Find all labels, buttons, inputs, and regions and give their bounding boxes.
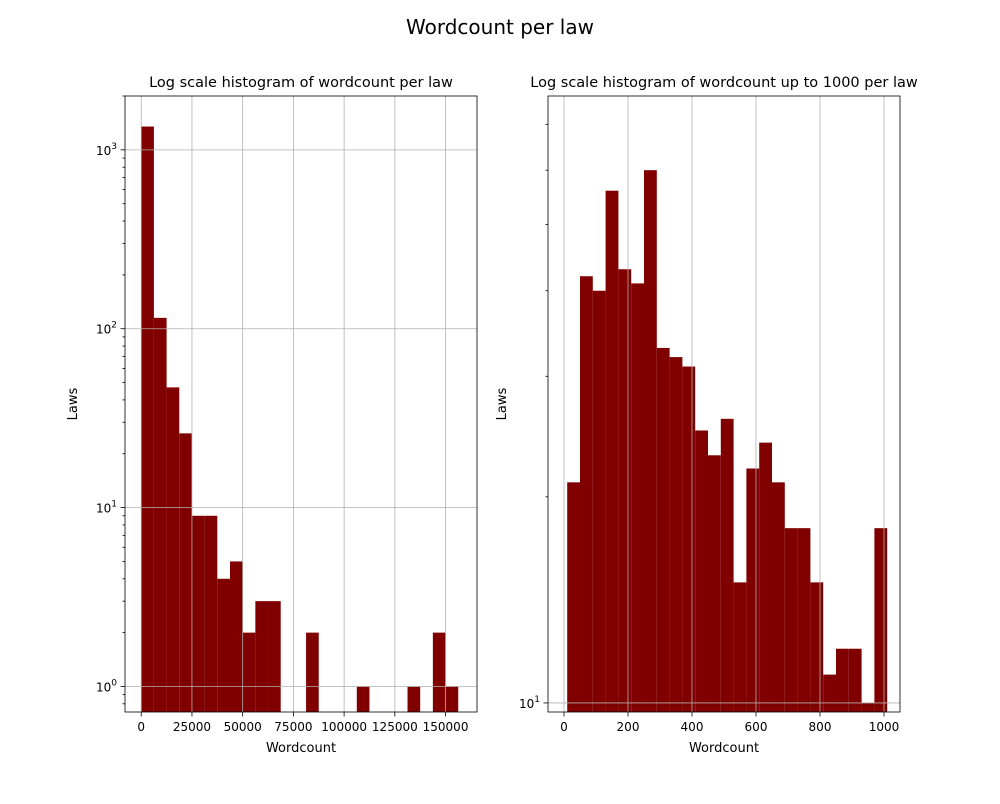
histogram-bar [592,290,606,712]
subplot-title: Log scale histogram of wordcount per law [149,75,453,91]
y-tick-label: 101 [96,500,117,516]
y-tick-label: 102 [96,321,117,337]
x-tick-label: 400 [681,720,704,734]
x-tick-label: 0 [560,720,568,734]
axes-frame [547,95,901,713]
histogram-bar [746,468,760,712]
histogram-bar [823,674,836,712]
histogram-bar [797,528,811,712]
histogram-bar [695,430,708,712]
histogram-bar [153,317,167,712]
x-tick-label: 1000 [869,720,900,734]
histogram-bar [874,528,888,712]
histogram-bar [306,632,319,712]
histogram-bar [407,686,421,712]
histogram-bar [179,433,192,712]
histogram-bar [631,283,644,712]
x-tick-label: 200 [617,720,640,734]
x-tick-label: 75000 [274,720,312,734]
x-tick-label: 0 [137,720,145,734]
axes-frame [124,95,478,713]
histogram-bar [810,582,824,712]
histogram-bar [567,482,580,712]
x-tick-label: 25000 [173,720,211,734]
x-axis-label: Wordcount [689,741,759,756]
histogram-bar [141,126,154,713]
x-tick-label: 150000 [423,720,469,734]
histogram-bar [836,648,849,712]
x-tick-label: 125000 [372,720,418,734]
histogram-bar [255,601,269,712]
histogram-bar [432,632,446,712]
histogram-bar [191,515,205,712]
histogram-bar [242,632,256,712]
histogram-bar [605,190,619,713]
histogram-bar [445,686,459,712]
histogram-bar [708,455,721,712]
figure-title: Wordcount per law [406,15,594,39]
y-tick-label: 103 [96,142,117,158]
subplot-title: Log scale histogram of wordcount up to 1… [530,75,918,91]
histogram-bar [268,601,281,712]
histogram-bar [682,366,696,712]
histogram-bar [848,648,862,712]
x-tick-label: 800 [809,720,832,734]
x-axis-label: Wordcount [266,741,336,756]
x-tick-label: 50000 [224,720,262,734]
x-tick-label: 600 [745,720,768,734]
y-axis-label: Laws [495,387,510,420]
x-tick-label: 100000 [321,720,367,734]
y-axis-label: Laws [66,387,81,420]
histogram-bar [166,387,180,712]
histogram-bar [580,276,593,712]
histogram-bar [669,357,683,712]
histogram-bar [217,578,230,712]
histogram-bar [759,442,772,712]
y-tick-label: 100 [96,678,117,694]
left-histogram: 0 25000 50000 75000 100000 125000 150000 100 101… [66,75,478,756]
histogram-bar [356,686,370,712]
histogram-bar [644,170,657,712]
histogram-bar [733,582,747,712]
right-histogram: 0 200 400 600 800 1000 101 Log scale histogram … [495,75,918,756]
histogram-bar [784,528,798,712]
histogram-bar [618,269,632,712]
histogram-bar [861,702,875,712]
histogram-bar [229,561,243,712]
histogram-bar [720,418,734,712]
y-tick-label: 101 [519,695,540,711]
histogram-bar [656,347,670,712]
histogram-bar [772,482,785,712]
histogram-bar [204,515,218,712]
